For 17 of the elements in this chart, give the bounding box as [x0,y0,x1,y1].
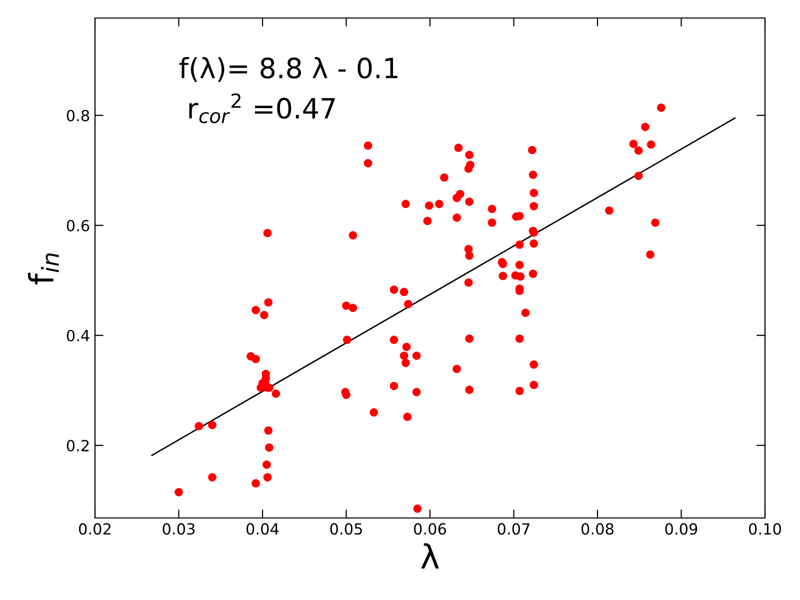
x-tick-label: 0.09 [665,523,698,535]
y-tick-label: 0.8 [66,110,90,122]
x-tick-label: 0.08 [582,523,614,535]
x-tick-label: 0.07 [498,523,530,535]
x-tick-label: 0.10 [749,523,781,535]
annotation: r$_{cor}$$^{2}$ =0.47 [189,93,335,124]
x-axis-title: λ [421,543,439,569]
annotation: f(λ)= 8.8 λ - 0.1 [179,57,398,82]
y-tick-label: 0.2 [66,440,89,452]
x-tick-label: 0.05 [330,523,362,535]
x-tick-label: 0.04 [246,523,279,535]
x-tick-label: 0.06 [414,523,446,535]
x-tick-label: 0.02 [79,523,110,535]
x-tick-label: 0.03 [162,523,195,535]
y-axis-title: f$_{in}$ [28,253,59,284]
y-tick-label: 0.4 [66,330,90,342]
y-tick-label: 0.6 [66,220,90,232]
